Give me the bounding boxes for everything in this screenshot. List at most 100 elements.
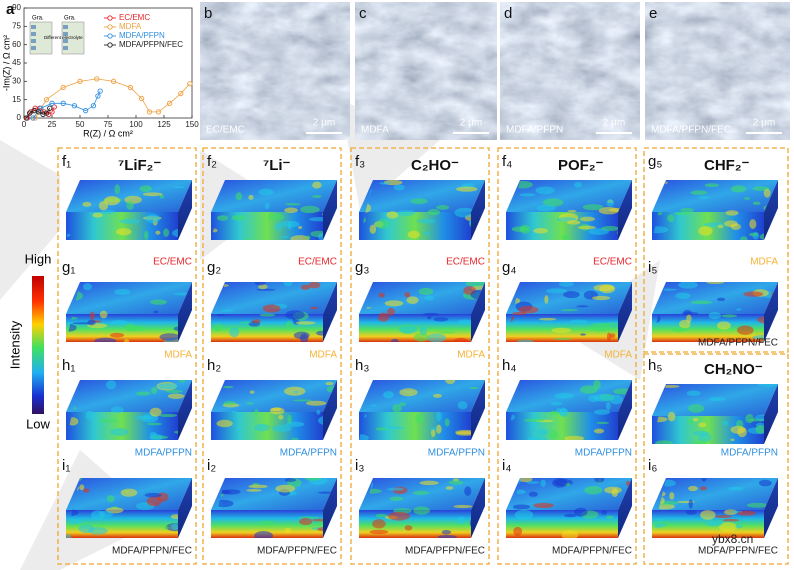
- panel-box: [643, 147, 789, 353]
- panel-label: h₅: [648, 357, 662, 374]
- texture-spot: [387, 487, 405, 491]
- tof-cube: [359, 180, 485, 240]
- inset-layer: [31, 39, 36, 43]
- texture-spot: [688, 499, 693, 509]
- texture-spot: [79, 484, 85, 491]
- texture-spot: [567, 220, 581, 225]
- texture-spot: [469, 386, 479, 390]
- texture-spot: [369, 224, 377, 234]
- texture-spot: [183, 435, 189, 439]
- data-point: [166, 100, 173, 106]
- data-point: [28, 109, 34, 115]
- inset-layer: [31, 46, 36, 50]
- texture-spot: [173, 430, 192, 435]
- colorbar-high: High: [25, 251, 52, 266]
- texture-spot: [457, 319, 473, 325]
- texture-spot: [605, 401, 611, 411]
- texture-spot: [392, 404, 402, 413]
- cube-side: [618, 282, 632, 342]
- cube-side: [323, 478, 337, 538]
- cube-top: [66, 282, 192, 314]
- colorbar-low: Low: [26, 416, 50, 431]
- texture-spot: [110, 319, 129, 326]
- texture-spot: [516, 339, 534, 342]
- texture-spot: [264, 202, 270, 210]
- texture-spot: [605, 515, 614, 519]
- panel-label: i₂: [207, 457, 216, 474]
- panel-caption: EC/EMC: [593, 257, 632, 268]
- texture-spot: [579, 385, 598, 394]
- cube-side: [178, 380, 192, 440]
- texture-spot: [652, 399, 659, 403]
- texture-spot: [730, 223, 741, 230]
- texture-spot: [506, 387, 513, 395]
- texture-spot: [537, 428, 549, 436]
- texture-spot: [284, 207, 298, 213]
- cube-top: [211, 478, 337, 510]
- texture-spot: [325, 381, 334, 386]
- texture-spot: [427, 316, 432, 320]
- legend-label: MDFA: [119, 22, 142, 31]
- texture-spot: [378, 292, 385, 298]
- texture-spot: [386, 211, 399, 219]
- y-tick-label: 30: [12, 76, 21, 85]
- cube-top: [359, 180, 485, 212]
- texture-spot: [536, 204, 556, 212]
- texture-spot: [519, 193, 536, 197]
- panel-box: [350, 147, 490, 565]
- texture-spot: [235, 192, 243, 201]
- texture-spot: [550, 401, 563, 406]
- x-tick-label: 75: [104, 120, 113, 129]
- texture-spot: [119, 218, 141, 224]
- texture-spot: [549, 430, 559, 439]
- texture-spot: [746, 502, 769, 508]
- texture-spot: [66, 518, 83, 525]
- texture-spot: [685, 509, 697, 515]
- data-point: [127, 84, 134, 91]
- x-tick-label: 0: [22, 120, 27, 129]
- texture-spot: [387, 307, 395, 316]
- texture-spot: [287, 221, 292, 230]
- cube-top: [506, 478, 632, 510]
- data-point: [94, 76, 100, 82]
- texture-spot: [259, 313, 276, 317]
- texture-spot: [725, 210, 739, 216]
- texture-spot: [529, 424, 535, 428]
- x-tick-label: 150: [185, 120, 199, 129]
- texture-spot: [436, 411, 442, 422]
- texture-spot: [167, 393, 185, 399]
- texture-spot: [412, 490, 430, 495]
- texture-spot: [551, 327, 572, 333]
- cube-texture: [506, 282, 621, 342]
- data-point: [82, 108, 89, 114]
- data-point: [97, 88, 103, 94]
- tof-cube: [211, 180, 337, 240]
- texture-spot: [216, 419, 233, 428]
- panel-label: h₄: [502, 357, 516, 374]
- legend-label: MDFA/PFPN/FEC: [119, 40, 183, 49]
- sem-texture: [645, 2, 790, 140]
- texture-spot: [83, 283, 92, 291]
- cube-top: [66, 180, 192, 212]
- species-label: ⁷Li⁻: [263, 157, 291, 174]
- texture-spot: [528, 491, 538, 497]
- texture-spot: [705, 520, 723, 527]
- texture-spot: [693, 430, 710, 436]
- species-label: CHF₂⁻: [704, 157, 749, 174]
- panel-box: [497, 147, 637, 565]
- texture-spot: [422, 312, 440, 316]
- species-label: POF₂⁻: [558, 157, 604, 174]
- texture-spot: [752, 201, 761, 206]
- texture-spot: [406, 296, 419, 305]
- panel-box: [202, 147, 342, 565]
- texture-spot: [722, 420, 729, 426]
- sem-texture: [500, 2, 640, 140]
- data-point: [43, 97, 50, 103]
- data-point: [110, 78, 117, 84]
- texture-spot: [267, 213, 285, 221]
- texture-spot: [145, 213, 160, 224]
- texture-spot: [708, 397, 727, 402]
- texture-spot: [678, 282, 698, 289]
- texture-spot: [372, 519, 386, 529]
